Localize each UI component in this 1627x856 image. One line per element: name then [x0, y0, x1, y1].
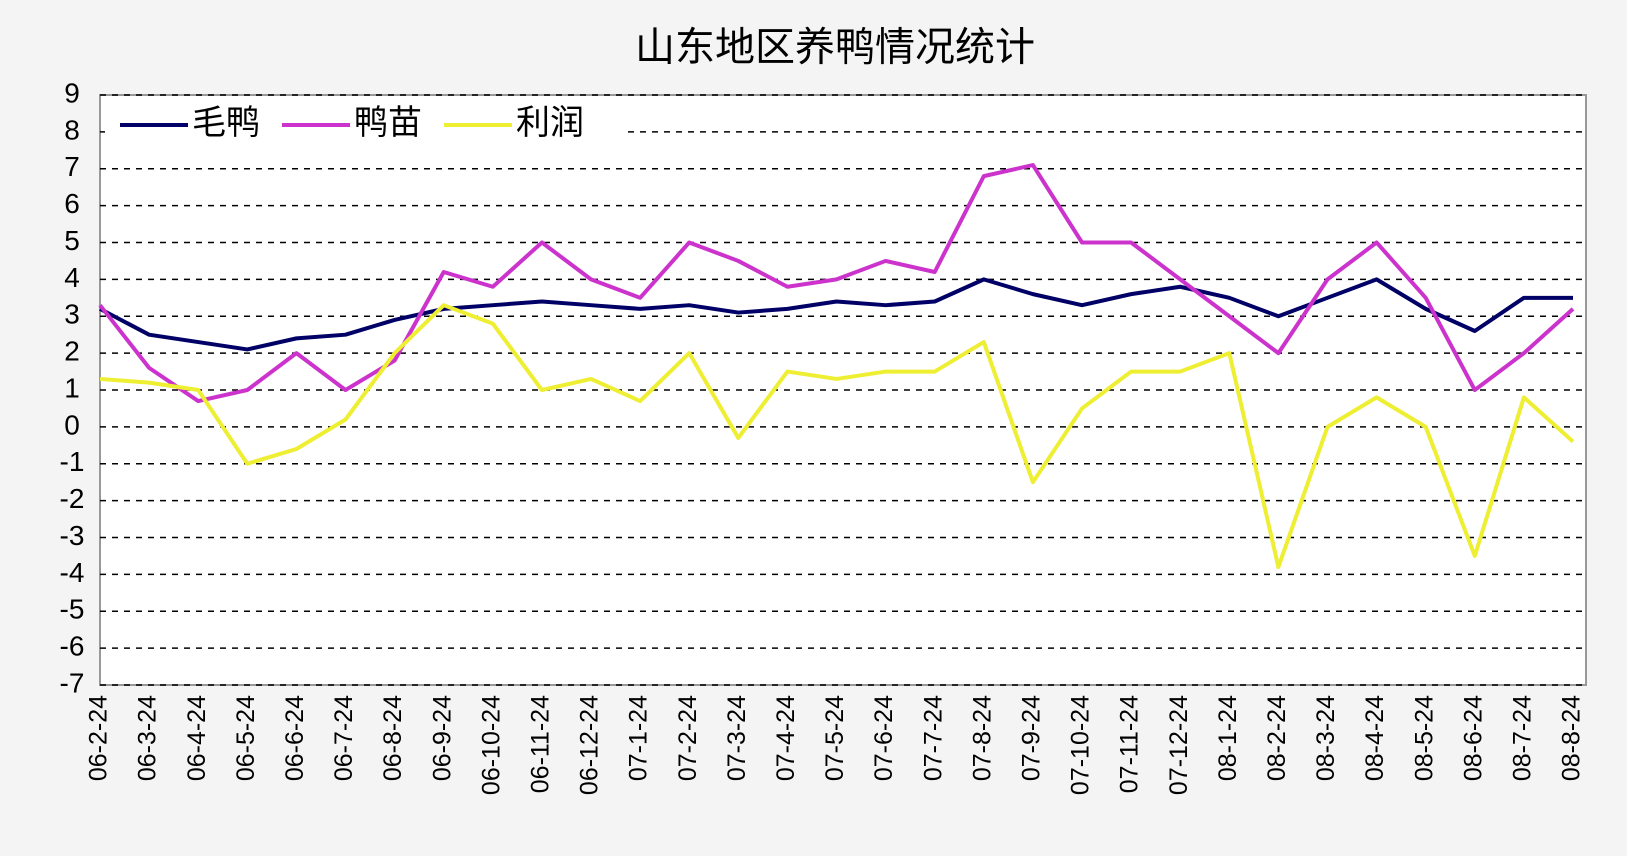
x-tick-label: 06-2-24 — [85, 695, 113, 781]
x-tick-label: 08-5-24 — [1410, 695, 1438, 781]
x-tick-label: 07-6-24 — [870, 695, 898, 781]
x-tick-label: 06-12-24 — [576, 695, 604, 795]
y-tick-label: 4 — [64, 262, 80, 293]
x-tick-label: 06-11-24 — [527, 695, 555, 793]
line-series — [99, 277, 1573, 352]
x-tick-label: 07-8-24 — [968, 695, 996, 781]
x-tick-label: 06-8-24 — [379, 695, 407, 781]
y-tick-label: 1 — [64, 372, 80, 403]
y-tick-label: -3 — [60, 520, 85, 551]
y-tick-label: 3 — [64, 299, 80, 330]
y-tick-label: 7 — [64, 151, 80, 182]
x-tick-label: 06-9-24 — [428, 695, 456, 781]
y-tick-label: -6 — [60, 631, 85, 662]
x-tick-label: 08-4-24 — [1361, 695, 1389, 781]
x-tick-label: 07-1-24 — [625, 695, 653, 781]
x-tick-label: 08-2-24 — [1263, 695, 1291, 781]
x-tick-label: 07-2-24 — [674, 695, 702, 781]
x-tick-label: 08-1-24 — [1214, 695, 1242, 781]
x-tick-label: 07-9-24 — [1018, 695, 1046, 781]
chart-title: 山东地区养鸭情况统计 — [635, 26, 1035, 70]
x-tick-label: 07-5-24 — [821, 695, 849, 781]
y-tick-label: 8 — [64, 114, 80, 145]
y-tick-label: 6 — [64, 188, 80, 219]
x-tick-label: 08-6-24 — [1459, 695, 1487, 781]
y-tick-label: 2 — [64, 336, 80, 367]
legend-box — [105, 97, 625, 147]
line-series — [98, 163, 1575, 404]
legend-label: 利润 — [516, 104, 584, 142]
x-tick-label: 07-4-24 — [772, 695, 800, 781]
y-tick-label: 5 — [64, 225, 80, 256]
x-tick-label: 06-10-24 — [477, 695, 505, 795]
x-tick-label: 06-7-24 — [330, 695, 358, 781]
x-tick-label: 07-3-24 — [723, 695, 751, 781]
x-tick-label: 08-7-24 — [1509, 695, 1537, 781]
y-tick-label: -5 — [60, 594, 85, 625]
y-tick-label: -4 — [60, 557, 85, 588]
x-tick-label: 08-3-24 — [1312, 695, 1340, 781]
legend-label: 毛鸭 — [192, 104, 260, 142]
x-tick-label: 07-12-24 — [1165, 695, 1193, 795]
x-tick-label: 08-8-24 — [1558, 695, 1586, 781]
line-series — [99, 303, 1575, 569]
y-tick-label: -2 — [60, 483, 85, 514]
x-tick-label: 07-7-24 — [919, 695, 947, 781]
y-tick-label: -7 — [60, 667, 85, 698]
x-tick-label: 06-3-24 — [134, 695, 162, 781]
x-tick-label: 07-10-24 — [1067, 695, 1095, 795]
y-tick-label: 9 — [64, 77, 80, 108]
x-tick-label: 06-4-24 — [183, 695, 211, 781]
x-tick-label: 06-6-24 — [281, 695, 309, 781]
y-tick-label: 0 — [64, 409, 80, 440]
x-tick-label: 06-5-24 — [232, 695, 260, 781]
legend-label: 鸭苗 — [354, 104, 422, 142]
y-tick-label: -1 — [60, 446, 85, 477]
x-tick-label: 07-11-24 — [1116, 695, 1144, 793]
